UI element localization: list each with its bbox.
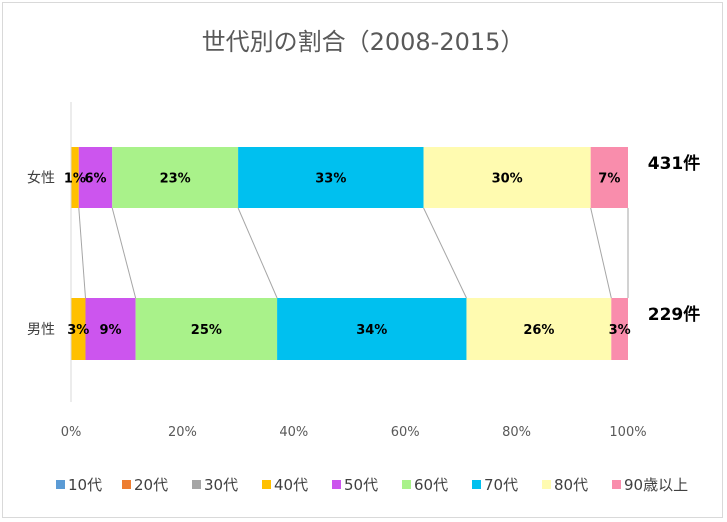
legend-swatch — [402, 480, 411, 489]
bar-segment — [611, 298, 628, 360]
bars — [71, 147, 628, 360]
bar-segment — [71, 147, 79, 208]
x-tick-label: 20% — [168, 425, 197, 440]
legend-label: 70代 — [484, 476, 518, 494]
legend-swatch — [56, 480, 65, 489]
count-labels: 431件 229件 — [648, 153, 701, 325]
data-label: 26% — [523, 323, 554, 338]
data-label: 33% — [315, 172, 346, 187]
bar-segment — [277, 298, 467, 360]
bar-segment — [135, 298, 278, 360]
legend: 10代 20代 30代 40代 50代 60代 70代 80代 90歳以上 — [56, 476, 688, 494]
legend-label: 10代 — [68, 476, 102, 494]
data-labels: 1%6% 23% 33% 30% 7% 3% 9% 25% 34% 26% 3% — [64, 172, 631, 339]
data-label: 6% — [84, 172, 106, 187]
data-label: 7% — [598, 172, 620, 187]
bar-segment — [238, 147, 424, 208]
series-lines — [70, 207, 629, 299]
legend-swatch — [542, 480, 551, 489]
bar-segment — [466, 298, 612, 360]
legend-label: 80代 — [554, 476, 588, 494]
category-label: 女性 — [27, 170, 55, 187]
legend-label: 60代 — [414, 476, 448, 494]
x-tick-label: 80% — [502, 425, 531, 440]
bar-segment — [423, 147, 591, 208]
legend-label: 30代 — [204, 476, 238, 494]
data-label: 3% — [67, 323, 89, 338]
legend-label: 40代 — [274, 476, 308, 494]
x-axis-ticks: 0% 20% 40% 60% 80% 100% — [61, 425, 647, 440]
legend-label: 90歳以上 — [624, 476, 688, 494]
data-label: 25% — [191, 323, 222, 338]
x-tick-label: 40% — [279, 425, 308, 440]
data-label: 3% — [609, 323, 631, 338]
series-line — [111, 207, 137, 299]
legend-swatch — [192, 480, 201, 489]
x-tick-label: 0% — [61, 425, 82, 440]
legend-label: 50代 — [344, 476, 378, 494]
legend-swatch — [612, 480, 621, 489]
data-label: 1% — [64, 172, 86, 187]
data-label: 9% — [100, 323, 122, 338]
series-line — [423, 207, 467, 299]
data-label: 23% — [160, 172, 191, 187]
bar-segment — [71, 298, 86, 360]
series-line — [590, 207, 612, 299]
bar-segment — [85, 298, 136, 360]
count-label: 229件 — [648, 304, 701, 325]
legend-swatch — [122, 480, 131, 489]
x-tick-label: 60% — [391, 425, 420, 440]
legend-swatch — [262, 480, 271, 489]
series-line — [78, 207, 86, 299]
data-label: 34% — [356, 323, 387, 338]
legend-swatch — [332, 480, 341, 489]
bar-segment — [590, 147, 628, 208]
data-label: 30% — [492, 172, 523, 187]
x-tick-label: 100% — [609, 425, 646, 440]
count-label: 431件 — [648, 153, 701, 174]
legend-swatch — [472, 480, 481, 489]
chart-title: 世代別の割合（2008-2015） — [202, 28, 525, 56]
category-label: 男性 — [27, 322, 55, 338]
bar-segment — [78, 147, 113, 208]
series-line — [237, 207, 278, 299]
legend-label: 20代 — [134, 476, 168, 494]
bar-segment — [112, 147, 239, 208]
